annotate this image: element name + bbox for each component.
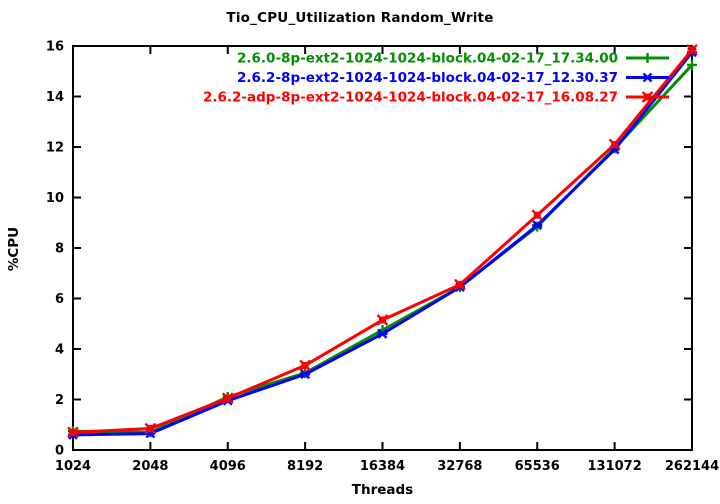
- x-tick-label: 65536: [515, 459, 560, 474]
- series-line-1: [72, 51, 694, 437]
- y-tick-label: 6: [55, 292, 64, 307]
- data-point-marker: [299, 359, 311, 372]
- y-tick-label: 4: [55, 343, 64, 358]
- series-line-0: [72, 63, 694, 434]
- data-point-marker: [608, 138, 621, 151]
- chart-title: Tio_CPU_Utilization Random_Write: [226, 10, 494, 26]
- legend-label: 2.6.2-adp-8p-ext2-1024-1024-block.04-02-…: [203, 90, 618, 106]
- x-tick-label: 131072: [587, 459, 641, 474]
- legend-label: 2.6.0-8p-ext2-1024-1024-block.04-02-17_1…: [237, 51, 618, 67]
- data-point-marker: [221, 392, 234, 405]
- data-point-marker: [300, 369, 311, 380]
- y-tick-label: 14: [46, 90, 64, 105]
- y-tick-label: 8: [55, 242, 64, 257]
- x-tick-label: 262144: [665, 459, 719, 474]
- data-point-marker: [144, 422, 157, 435]
- plot-border: [72, 45, 693, 451]
- data-point-marker: [454, 278, 466, 291]
- data-point-marker: [686, 43, 698, 56]
- y-tick-label: 0: [55, 444, 64, 459]
- data-point-marker: [376, 314, 389, 326]
- legend-sample-marker: [641, 91, 654, 103]
- x-tick-label: 16384: [360, 459, 405, 474]
- data-point-marker: [532, 220, 543, 231]
- data-point-marker: [377, 329, 388, 339]
- data-point-marker: [687, 59, 697, 70]
- x-tick-label: 1024: [55, 459, 91, 474]
- x-tick-label: 2048: [132, 459, 168, 474]
- y-tick-label: 12: [46, 141, 64, 156]
- data-point-marker: [531, 209, 544, 222]
- y-axis-label: %CPU: [6, 226, 22, 272]
- legend-label: 2.6.2-8p-ext2-1024-1024-block.04-02-17_1…: [237, 70, 618, 86]
- series-line-2: [72, 48, 694, 434]
- legend-sample-marker: [642, 72, 653, 83]
- legend-sample-marker: [642, 53, 653, 63]
- x-axis-label: Threads: [351, 482, 414, 498]
- y-tick-label: 10: [46, 191, 64, 206]
- y-tick-label: 2: [55, 393, 64, 408]
- y-tick-label: 16: [46, 40, 64, 55]
- x-tick-label: 32768: [437, 459, 482, 474]
- x-tick-label: 8192: [287, 459, 323, 474]
- x-tick-label: 4096: [210, 459, 246, 474]
- data-point-marker: [67, 426, 79, 439]
